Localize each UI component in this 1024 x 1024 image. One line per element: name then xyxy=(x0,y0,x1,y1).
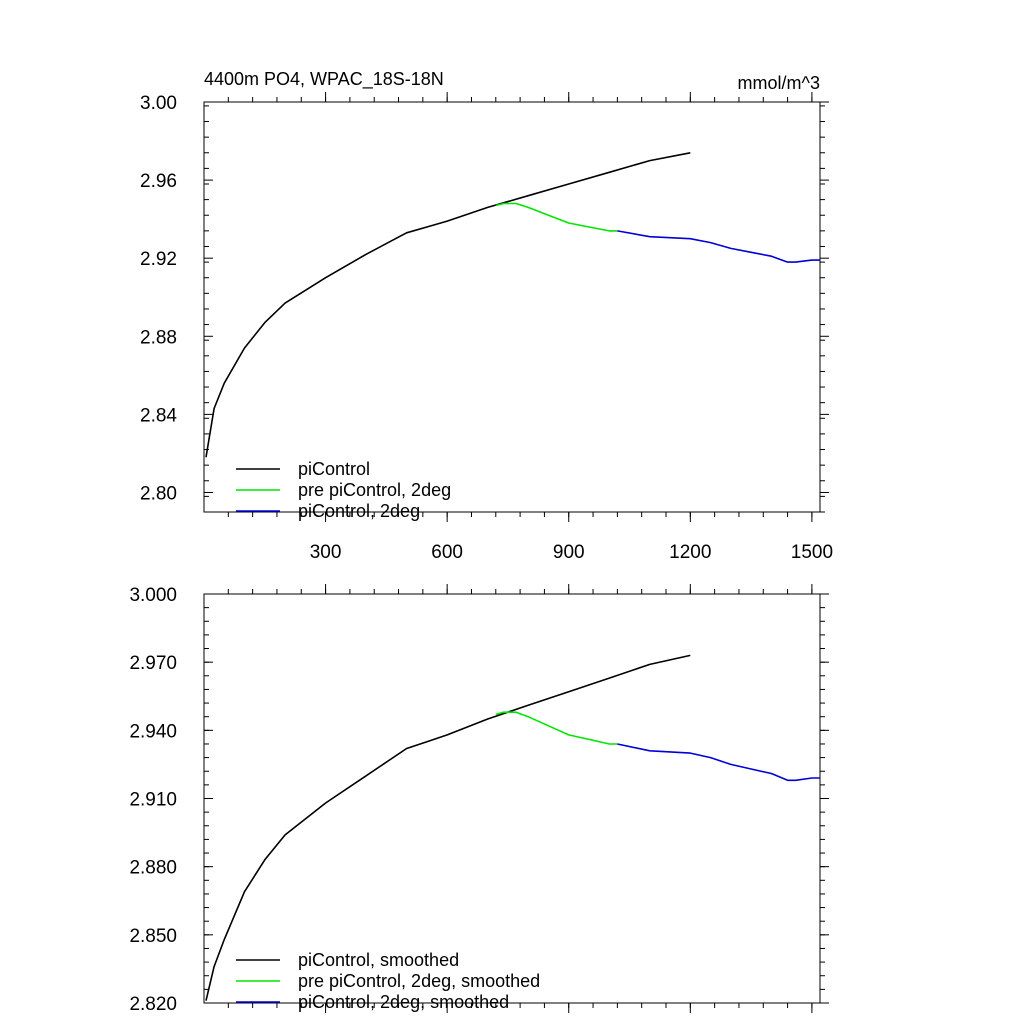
legend-label-1: piControl, smoothed xyxy=(298,950,459,970)
series-line-3 xyxy=(617,230,820,263)
x-tick-label: 300 xyxy=(310,542,342,563)
y-tick-label: 3.00 xyxy=(140,93,177,114)
x-tick-label: 1200 xyxy=(669,542,711,563)
y-tick-label: 2.92 xyxy=(140,249,177,270)
plot-frame xyxy=(203,593,821,1004)
series-line-3 xyxy=(617,743,820,782)
legend-label-3: piControl, 2deg, smoothed xyxy=(298,992,509,1012)
series-line-1 xyxy=(205,654,691,1001)
y-tick-label: 2.96 xyxy=(140,171,177,192)
series-line-2 xyxy=(495,202,618,232)
y-tick-label: 2.88 xyxy=(140,327,177,348)
y-tick-label: 2.850 xyxy=(129,926,177,947)
panel-2: 2.820 2.850 2.880 2.910 2.940 2.970 3.000 piCon… xyxy=(129,584,829,1015)
legend-label-3: piControl, 2deg xyxy=(298,501,420,521)
series-line-1 xyxy=(205,152,691,458)
y-tick-label: 2.940 xyxy=(129,721,177,742)
y-tick-label: 2.880 xyxy=(129,858,177,879)
plot-frame xyxy=(203,101,821,513)
panel-1: 2.80 2.84 2.88 2.92 2.96 3.00 300 600 900 1200 150… xyxy=(140,69,833,563)
y-tick-label: 2.84 xyxy=(140,405,177,426)
x-tick-label: 600 xyxy=(431,542,463,563)
y-tick-label: 3.000 xyxy=(129,585,177,606)
legend-label-2: pre piControl, 2deg, smoothed xyxy=(298,971,540,991)
y-tick-label: 2.910 xyxy=(129,790,177,811)
series-line-2 xyxy=(495,711,618,745)
y-tick-label: 2.820 xyxy=(129,994,177,1015)
x-tick-label: 900 xyxy=(553,542,585,563)
legend-label-2: pre piControl, 2deg xyxy=(298,480,451,500)
legend-label-1: piControl xyxy=(298,459,370,479)
units-label: mmol/m^3 xyxy=(738,73,820,93)
chart-title: 4400m PO4, WPAC_18S-18N xyxy=(204,69,444,90)
y-tick-label: 2.970 xyxy=(129,653,177,674)
x-tick-label: 1500 xyxy=(791,542,833,563)
y-tick-label: 2.80 xyxy=(140,483,177,504)
